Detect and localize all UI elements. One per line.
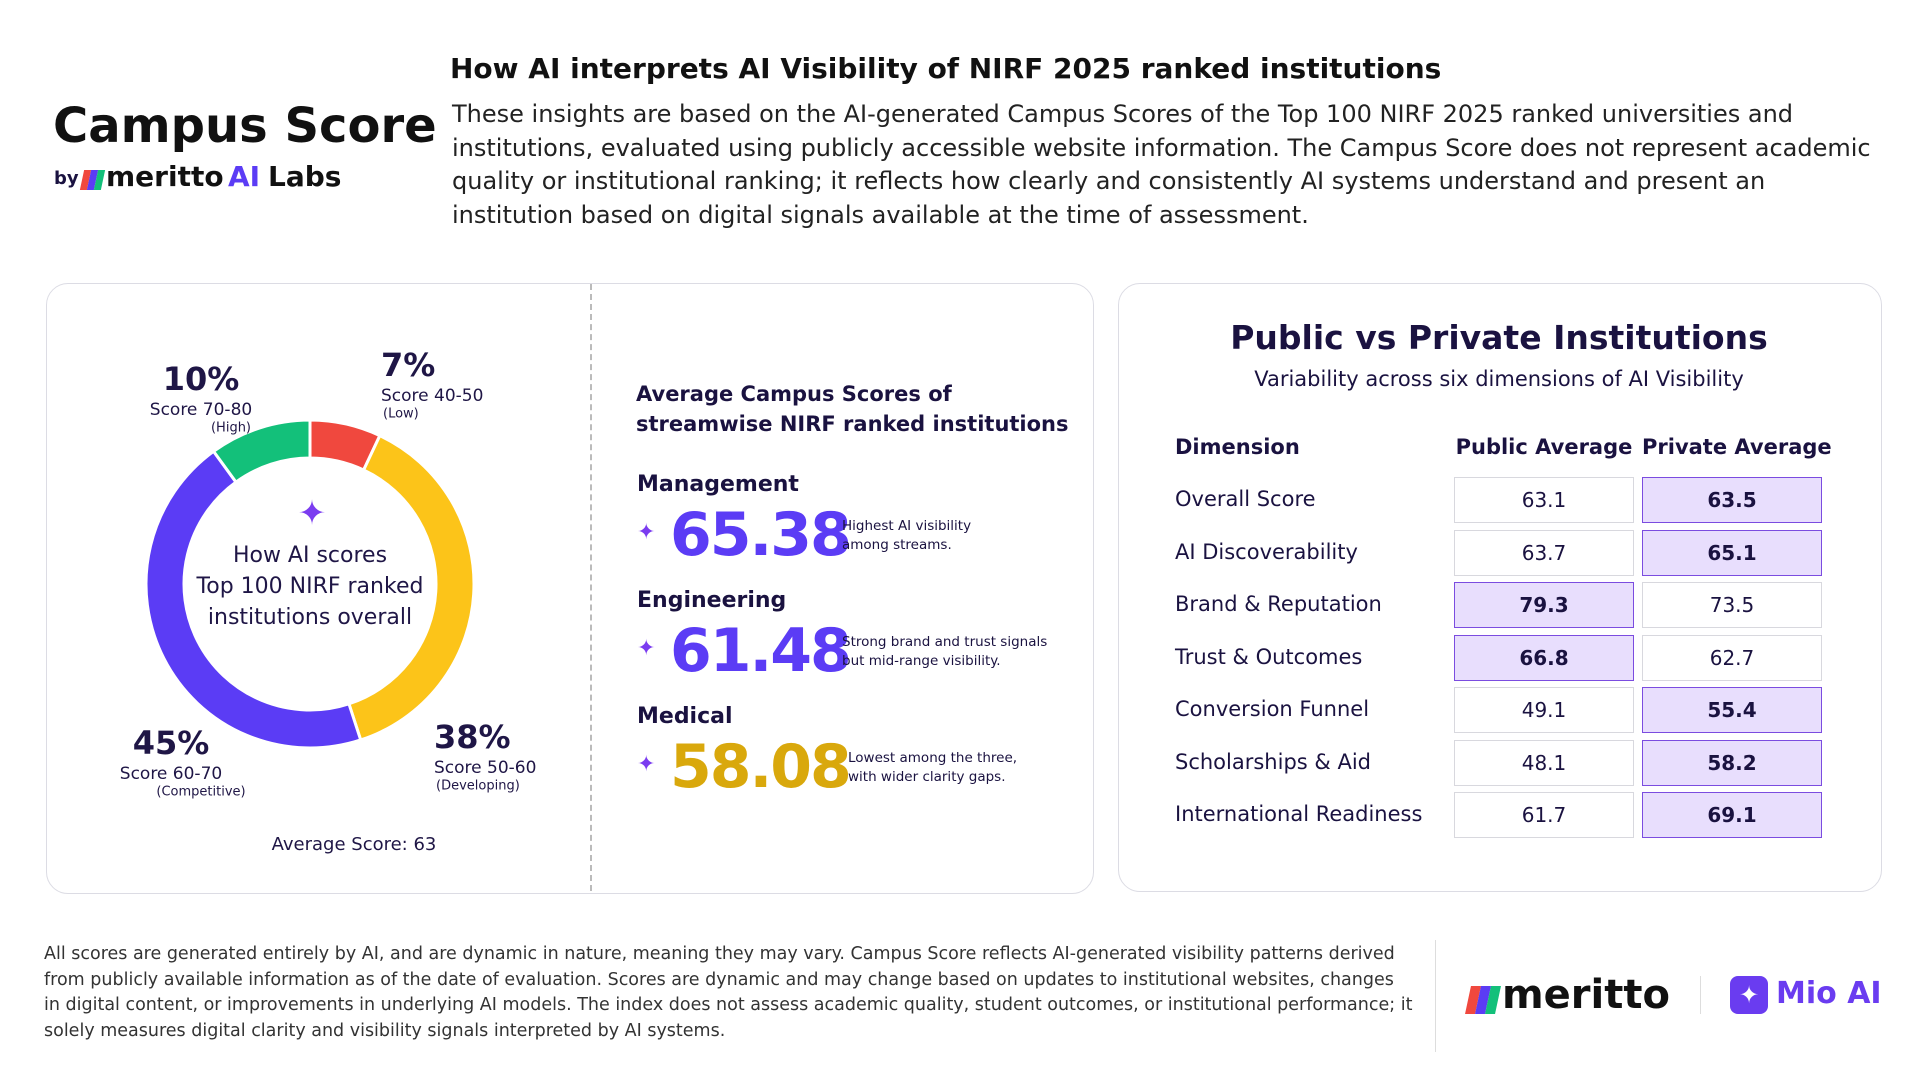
brand-name: meritto	[106, 160, 224, 193]
stream-description: with wider clarity gaps.	[848, 769, 1006, 785]
footer-logo: meritto	[1502, 972, 1670, 1018]
left-card	[46, 283, 1094, 894]
table-cell: 55.4	[1642, 687, 1822, 733]
slice-note: (Low)	[383, 407, 419, 422]
dimension-name: Conversion Funnel	[1175, 697, 1370, 721]
logo-divider	[1700, 976, 1701, 1014]
footer-disclaimer: All scores are generated entirely by AI,…	[44, 944, 1413, 1041]
dimension-name: Overall Score	[1175, 487, 1316, 511]
slice-category: Score 70-80	[150, 400, 252, 420]
slice-value: 38%	[434, 718, 511, 756]
brand-title: Campus Score	[53, 98, 437, 154]
donut-center-text: institutions overall	[208, 605, 412, 630]
header-title: How AI interprets AI Visibility of NIRF …	[450, 52, 1442, 85]
table-cell: 79.3	[1454, 582, 1634, 628]
stream-description: Highest AI visibility	[842, 518, 972, 534]
slice-category: Score 40-50	[381, 386, 483, 406]
dimension-name: AI Discoverability	[1175, 539, 1358, 564]
stream-score: 65.38	[670, 500, 852, 570]
donut-chart: 7%Score 40-50(Low) 38%Score 50-60(Develop…	[120, 346, 537, 855]
donut-slice	[144, 449, 363, 750]
sparkle: ✦	[298, 494, 327, 534]
table-cell: 63.5	[1642, 477, 1822, 523]
stream-description: Strong brand and trust signals	[842, 634, 1048, 650]
donut-slice	[211, 418, 312, 485]
average-note: Average Score: 63	[272, 834, 437, 855]
sparkle: ✦	[637, 520, 656, 545]
slice-category: Score 60-70	[120, 764, 222, 784]
dimension-name: International Readiness	[1175, 802, 1423, 826]
stream-score: 58.08	[670, 732, 852, 802]
streams-title: streamwise NIRF ranked institutions	[636, 412, 1069, 436]
table-cell: 69.1	[1642, 792, 1822, 838]
stream-description: but mid-range visibility.	[842, 653, 1001, 669]
dimension-name: Brand & Reputation	[1175, 592, 1382, 616]
table-cell: 58.2	[1642, 739, 1822, 786]
dimension-name: Trust & Outcomes	[1175, 644, 1363, 669]
column-header: Dimension	[1175, 435, 1300, 459]
stream-description: Lowest among the three,	[848, 750, 1018, 766]
streams-title: Average Campus Scores of	[636, 382, 952, 406]
table-cell: 48.1	[1454, 739, 1634, 786]
dimension-name: Scholarships & Aid	[1175, 749, 1371, 774]
comparison-subtitle: Variability across six dimensions of AI …	[1254, 367, 1744, 391]
donut-center-text: How AI scores	[233, 543, 387, 568]
table-cell: 73.5	[1642, 582, 1822, 628]
table-cell: 65.1	[1642, 529, 1822, 576]
slice-value: 45%	[133, 724, 210, 762]
slice-value: 7%	[381, 346, 435, 384]
stream-description: among streams.	[842, 537, 952, 553]
slice-note: (High)	[211, 421, 251, 436]
slice-value: 10%	[163, 360, 240, 398]
table-cell: 61.7	[1454, 792, 1634, 838]
column-header: Public Average	[1455, 435, 1633, 459]
table-cell: 63.1	[1454, 477, 1634, 523]
slice-note: (Competitive)	[156, 785, 245, 800]
header-description: These insights are based on the AI-gener…	[452, 100, 1871, 229]
sparkle: ✦	[637, 752, 656, 777]
footer-logo: Mio AI	[1776, 976, 1882, 1011]
stream-name: Medical	[637, 704, 733, 729]
sparkle: ✦	[637, 636, 656, 661]
footer-divider	[1435, 940, 1436, 1052]
divider	[590, 284, 592, 891]
brand-labs: Labs	[268, 160, 342, 193]
donut-center-text: Top 100 NIRF ranked	[196, 574, 424, 599]
slice-category: Score 50-60	[434, 758, 536, 778]
table-cell: 63.7	[1454, 529, 1634, 576]
table-cell: 49.1	[1454, 687, 1634, 733]
stream-name: Management	[637, 472, 799, 497]
column-header: Private Average	[1642, 435, 1832, 459]
slice-note: (Developing)	[436, 779, 520, 794]
brand-ai: AI	[228, 160, 261, 193]
stream-score: 61.48	[670, 616, 852, 686]
comparison-title: Public vs Private Institutions	[1230, 318, 1768, 357]
table-cell: 66.8	[1454, 634, 1634, 681]
mio-icon: ✦	[1730, 976, 1768, 1014]
table-cell: 62.7	[1642, 634, 1822, 681]
brand-by: by	[54, 168, 79, 189]
stream-name: Engineering	[637, 588, 787, 613]
